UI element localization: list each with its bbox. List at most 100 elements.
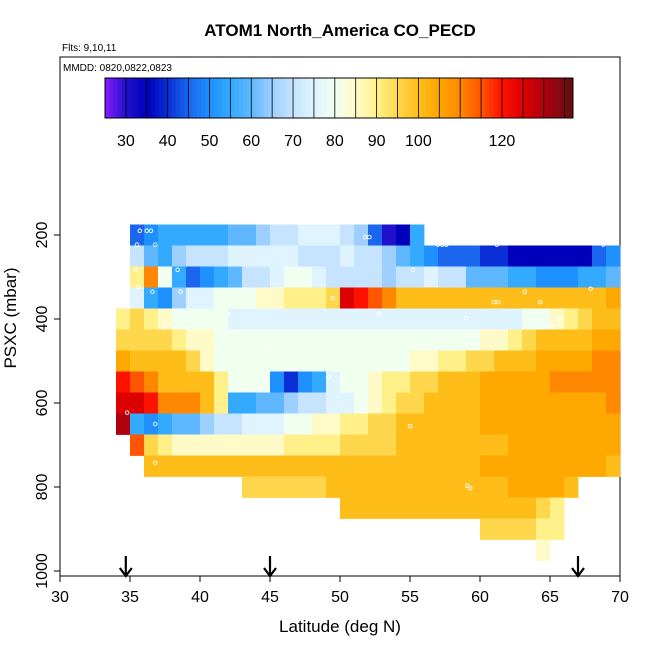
heatmap-cell xyxy=(256,329,271,351)
sample-point xyxy=(463,315,469,321)
heatmap-cell xyxy=(508,371,523,393)
colorbar-segment xyxy=(476,78,482,118)
heatmap-cell xyxy=(354,287,369,309)
heatmap-cell xyxy=(284,224,299,246)
colorbar-segment xyxy=(547,78,553,118)
colorbar-segment xyxy=(501,78,507,118)
sample-point xyxy=(148,228,154,234)
heatmap-cell xyxy=(326,329,341,351)
heatmap-cell xyxy=(396,413,411,435)
heatmap-cell xyxy=(116,413,131,435)
sample-point xyxy=(124,410,130,415)
colorbar-segment xyxy=(125,78,131,118)
heatmap-cell xyxy=(564,350,579,372)
heatmap-cell xyxy=(312,266,327,288)
heatmap-cell xyxy=(564,455,579,477)
heatmap-cell xyxy=(508,434,523,456)
heatmap-cell xyxy=(438,329,453,351)
heatmap-cell xyxy=(424,371,439,393)
colorbar-segment xyxy=(510,78,515,118)
heatmap-cell xyxy=(494,434,509,456)
heatmap-cell xyxy=(186,308,201,330)
heatmap-cell xyxy=(578,329,593,351)
heatmap-cell xyxy=(522,266,537,288)
heatmap-cell xyxy=(592,329,607,351)
colorbar-segment xyxy=(372,78,378,118)
heatmap-cell xyxy=(186,434,201,456)
heatmap-cell xyxy=(494,287,509,309)
heatmap-cell xyxy=(508,350,523,372)
heatmap-cell xyxy=(242,476,257,498)
colorbar-segment xyxy=(121,78,127,118)
heatmap-cell xyxy=(186,392,201,414)
heatmap-cell xyxy=(298,413,313,435)
heatmap-cell xyxy=(606,392,621,414)
colorbar-segment xyxy=(238,78,244,118)
heatmap-cell xyxy=(186,224,201,246)
heatmap-cell xyxy=(340,266,355,288)
heatmap-cell xyxy=(452,371,467,393)
heatmap-cell xyxy=(424,497,439,519)
heatmap-cell xyxy=(508,287,523,309)
sample-point xyxy=(367,234,372,240)
colorbar-segment xyxy=(359,78,365,118)
heatmap-cell xyxy=(578,371,593,393)
heatmap-cell xyxy=(396,224,411,246)
chart-title: ATOM1 North_America CO_PECD xyxy=(204,21,475,40)
colorbar-segment xyxy=(443,78,449,118)
colorbar-segment xyxy=(192,78,198,118)
heatmap-cell xyxy=(480,266,495,288)
heatmap-cell xyxy=(536,350,551,372)
heatmap-cell xyxy=(452,392,467,414)
heatmap-cell xyxy=(522,413,537,435)
heatmap-cell xyxy=(466,245,481,267)
heatmap-cell xyxy=(606,287,621,309)
heatmap-cell xyxy=(186,455,201,477)
heatmap-cell xyxy=(144,224,159,246)
heatmap-cell xyxy=(536,455,551,477)
heatmap-cell xyxy=(592,392,607,414)
heatmap-cell xyxy=(312,245,327,267)
heatmap-cell xyxy=(424,245,439,267)
heatmap-cell xyxy=(494,329,509,351)
heatmap-cell xyxy=(298,245,313,267)
heatmap-cell xyxy=(494,392,509,414)
colorbar-segment xyxy=(552,78,557,118)
heatmap-cell xyxy=(578,287,593,309)
heatmap-cell xyxy=(284,266,299,288)
heatmap-cell xyxy=(410,371,425,393)
colorbar-segment xyxy=(522,78,528,118)
heatmap-cell xyxy=(480,497,495,519)
heatmap-cell xyxy=(550,371,565,393)
sample-point xyxy=(178,289,183,294)
colorbar-segment xyxy=(334,78,340,118)
heatmap-cell xyxy=(410,413,425,435)
heatmap-cell xyxy=(438,497,453,519)
heatmap-cell xyxy=(284,434,299,456)
heatmap-cell xyxy=(564,308,579,330)
heatmap-cell xyxy=(424,413,439,435)
sample-point xyxy=(410,267,416,273)
heatmap-cell xyxy=(452,476,467,498)
heatmap-cell xyxy=(564,371,579,393)
heatmap-cell xyxy=(130,308,145,330)
heatmap-cell xyxy=(270,329,285,351)
heatmap-cell xyxy=(452,266,467,288)
colorbar-segment xyxy=(117,78,123,118)
heatmap-cell xyxy=(228,350,243,372)
heatmap-cell xyxy=(116,392,131,414)
colorbar-segment xyxy=(188,78,194,118)
heatmap-cell xyxy=(536,245,551,267)
heatmap-cell xyxy=(382,245,397,267)
heatmap-cell xyxy=(550,287,565,309)
heatmap-cell xyxy=(130,413,145,435)
heatmap-cell xyxy=(438,413,453,435)
heatmap-cell xyxy=(340,392,355,414)
colorbar-segment xyxy=(456,78,461,118)
colorbar-segment xyxy=(535,78,541,118)
sample-point xyxy=(535,324,540,329)
heatmap-cell xyxy=(536,476,551,498)
sample-point xyxy=(407,423,413,429)
sample-point xyxy=(152,460,158,465)
heatmap-cell xyxy=(410,224,425,246)
